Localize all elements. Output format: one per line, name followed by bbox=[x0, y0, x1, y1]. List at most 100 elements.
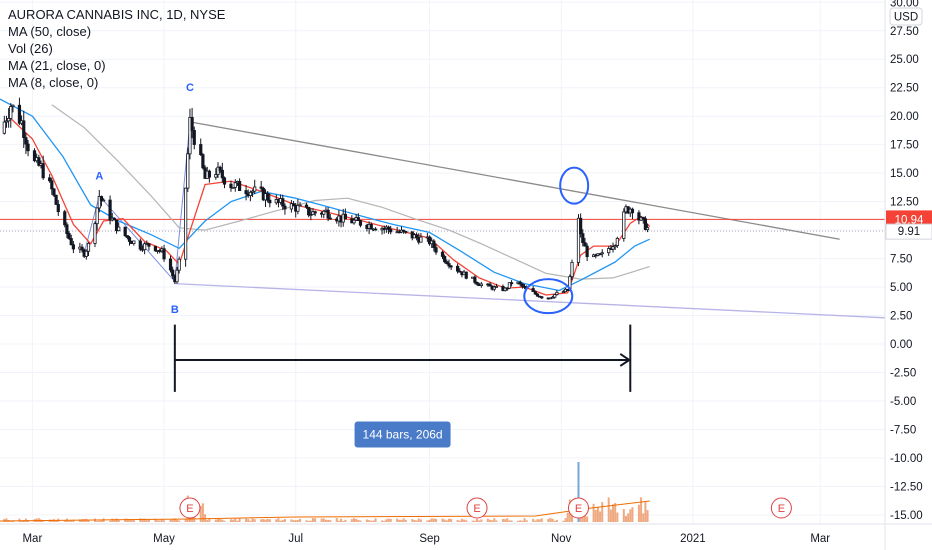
candle-body bbox=[266, 193, 270, 201]
candle bbox=[71, 241, 75, 254]
time-axis[interactable]: Mar May Jul Sep Nov 2021 Mar bbox=[0, 523, 932, 545]
price-axis[interactable]: 30.00 27.50 25.00 22.50 20.00 17.50 15.00 12.50… bbox=[884, 0, 932, 550]
volume-bar bbox=[158, 520, 161, 522]
candle-body bbox=[576, 217, 581, 263]
candle-body bbox=[445, 261, 449, 264]
volume-bar bbox=[229, 519, 232, 522]
volume-bar bbox=[596, 506, 599, 522]
volume-bar bbox=[476, 518, 479, 522]
volume-bar bbox=[562, 520, 565, 522]
x-tick-label: Nov bbox=[551, 533, 572, 545]
volume-bar bbox=[519, 520, 522, 522]
candle bbox=[443, 254, 447, 264]
volume-bar bbox=[359, 520, 362, 522]
candle-body bbox=[132, 240, 136, 244]
volume-bar bbox=[599, 511, 602, 522]
candle-body bbox=[268, 199, 272, 204]
earnings-marker: E bbox=[770, 497, 792, 519]
legend-ma8[interactable]: MA (8, close, 0) bbox=[8, 75, 99, 90]
volume-bar bbox=[488, 519, 491, 522]
candle-body bbox=[449, 265, 453, 268]
candle bbox=[112, 217, 117, 221]
candle bbox=[171, 266, 175, 279]
legend-ma21[interactable]: MA (21, close, 0) bbox=[8, 58, 106, 73]
candle-body bbox=[71, 244, 75, 250]
volume-bar bbox=[637, 504, 640, 522]
candle bbox=[456, 263, 460, 274]
candle-body bbox=[281, 198, 285, 207]
volume-bar bbox=[128, 519, 131, 522]
candle-body bbox=[456, 265, 460, 272]
candle-body bbox=[326, 209, 330, 219]
candle bbox=[253, 179, 257, 195]
candle-body bbox=[507, 282, 512, 289]
candle-body bbox=[613, 245, 617, 248]
volume-bar bbox=[571, 511, 574, 522]
x-tick-label: Mar bbox=[22, 533, 42, 545]
candle-body bbox=[177, 258, 181, 271]
candle-body bbox=[369, 224, 373, 230]
candle bbox=[600, 249, 604, 258]
candle-body bbox=[95, 207, 99, 225]
candle-body bbox=[192, 130, 196, 145]
candle bbox=[125, 235, 129, 240]
candle bbox=[32, 148, 37, 163]
volume-bar bbox=[353, 518, 355, 522]
legend-symbol[interactable]: AURORA CANNABIS INC, 1D, NYSE bbox=[8, 7, 226, 22]
x-tick-label: Sep bbox=[419, 533, 439, 545]
candle-body bbox=[41, 163, 45, 179]
candle-body bbox=[229, 183, 233, 189]
candle-body bbox=[125, 235, 129, 238]
volume-bar bbox=[540, 518, 543, 522]
volume-bar bbox=[320, 518, 323, 522]
candle bbox=[63, 209, 67, 228]
candle bbox=[86, 242, 91, 256]
volume-bar bbox=[491, 520, 494, 522]
legend-ma50[interactable]: MA (50, close) bbox=[8, 24, 92, 39]
last-price-label-text: 10.94 bbox=[895, 214, 924, 226]
candle bbox=[533, 290, 537, 295]
volume-bar bbox=[480, 519, 483, 522]
candle bbox=[352, 217, 356, 225]
candle bbox=[168, 255, 173, 273]
legend-volume[interactable]: Vol (26) bbox=[8, 41, 53, 56]
candle bbox=[518, 280, 522, 287]
candle bbox=[114, 219, 119, 234]
volume-bar bbox=[96, 520, 99, 522]
candle-body bbox=[244, 190, 248, 195]
volume-bar bbox=[508, 520, 511, 522]
wave-label-b: B bbox=[171, 304, 179, 316]
candle-body bbox=[307, 206, 311, 216]
measure-arrow-head bbox=[619, 353, 632, 367]
candle-body bbox=[168, 258, 173, 271]
candle-body bbox=[598, 253, 602, 256]
candle-body bbox=[253, 186, 257, 192]
candle bbox=[248, 190, 252, 202]
candle bbox=[222, 176, 227, 189]
candle-body bbox=[568, 276, 572, 291]
candle-body bbox=[9, 106, 13, 119]
candle-body bbox=[7, 117, 11, 122]
candle-body bbox=[600, 252, 604, 255]
candle bbox=[153, 245, 158, 252]
y-tick-label: -5.00 bbox=[890, 396, 916, 408]
candle bbox=[492, 285, 496, 292]
candle-body bbox=[52, 188, 56, 196]
candle-body bbox=[222, 177, 227, 185]
candle bbox=[188, 108, 192, 160]
volume-bar bbox=[460, 518, 463, 522]
volume-bar bbox=[324, 519, 327, 522]
candle-body bbox=[50, 180, 54, 190]
candle bbox=[313, 210, 317, 217]
volume-bar bbox=[523, 518, 526, 522]
candle-body bbox=[550, 296, 555, 299]
candle-body bbox=[382, 228, 386, 230]
volume-bar bbox=[70, 520, 73, 522]
volume-bar bbox=[87, 519, 90, 522]
volume-bar bbox=[627, 513, 630, 522]
candle bbox=[192, 126, 196, 150]
volume-bar bbox=[124, 518, 127, 522]
volume-bar bbox=[78, 519, 81, 522]
candle bbox=[127, 235, 132, 246]
